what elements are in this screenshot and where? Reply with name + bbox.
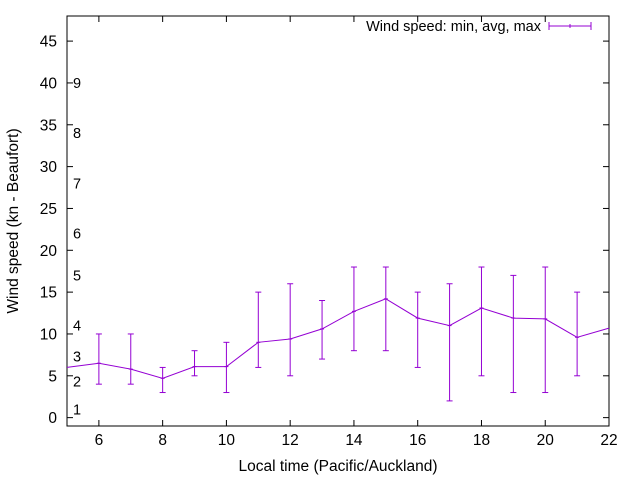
y-tick-label: 5 <box>48 368 57 385</box>
y-tick-label: 20 <box>40 243 58 260</box>
y-tick-label: 40 <box>40 75 58 92</box>
y-tick-label: 30 <box>40 159 58 176</box>
beaufort-scale-labels: 1 2 3 4 5 6 7 8 9 <box>73 76 81 418</box>
y-tick-label: 35 <box>40 117 57 134</box>
series-line <box>66 298 610 379</box>
error-bars <box>95 266 581 402</box>
y-tick-label: 25 <box>40 201 57 218</box>
beaufort-label: 4 <box>73 319 81 335</box>
beaufort-label: 3 <box>73 350 81 366</box>
plot-frame <box>66 15 610 427</box>
beaufort-label: 8 <box>73 126 81 142</box>
x-tick-label: 10 <box>218 432 236 449</box>
beaufort-label: 2 <box>73 375 81 391</box>
x-tick-label: 20 <box>537 432 555 449</box>
x-tick-label: 12 <box>282 432 299 449</box>
x-tick-label: 18 <box>473 432 490 449</box>
y-tick-label: 45 <box>40 34 57 51</box>
y-tick-label: 10 <box>40 326 58 343</box>
beaufort-label: 5 <box>73 268 81 284</box>
x-axis-title: Local time (Pacific/Auckland) <box>239 458 438 475</box>
beaufort-label: 7 <box>73 176 81 192</box>
beaufort-label: 9 <box>73 76 81 92</box>
x-tick-label: 14 <box>345 432 363 449</box>
legend-sample <box>548 22 592 30</box>
x-tick-label: 16 <box>409 432 426 449</box>
avg-line <box>66 298 610 379</box>
x-tick-label: 6 <box>95 432 104 449</box>
y-tick-label: 15 <box>40 285 57 302</box>
beaufort-label: 1 <box>73 402 81 418</box>
x-tick-label: 22 <box>600 432 617 449</box>
legend: Wind speed: min, avg, max <box>366 19 592 35</box>
y-tick-label: 0 <box>48 410 57 427</box>
beaufort-label: 6 <box>73 227 81 243</box>
x-tick-label: 8 <box>158 432 167 449</box>
legend-label: Wind speed: min, avg, max <box>366 19 542 35</box>
y-axis-title: Wind speed (kn - Beaufort) <box>5 128 22 313</box>
